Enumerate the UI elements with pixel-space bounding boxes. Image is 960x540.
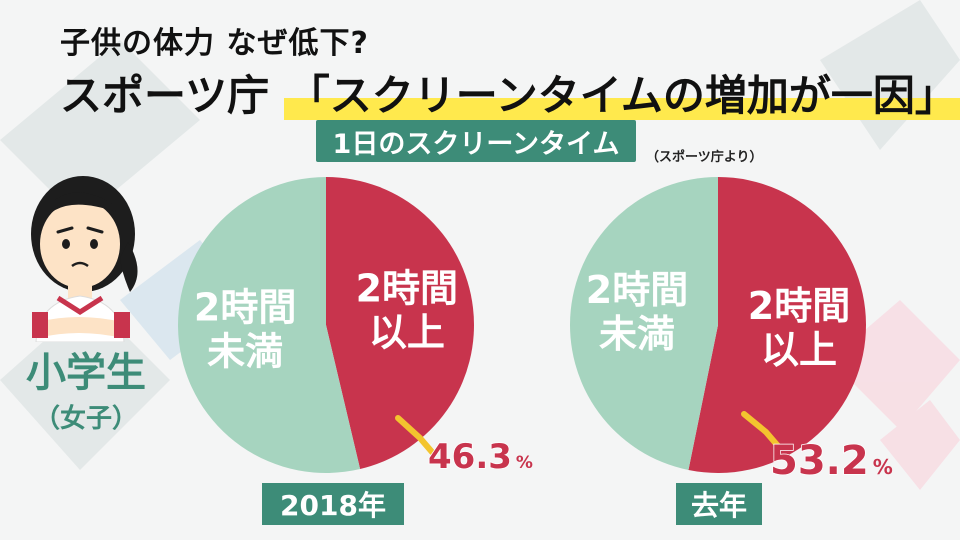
slice-label: 未満 (207, 329, 283, 373)
group-label: 小学生 （女子） (16, 340, 156, 435)
pie-slice (688, 177, 866, 473)
pie-slice (570, 177, 718, 471)
pie-slice (326, 177, 474, 470)
group-label-sub: （女子） (33, 404, 138, 434)
percent-label: 46.3 (428, 437, 512, 477)
headline-prefix: スポーツ庁 (60, 71, 270, 120)
headline: スポーツ庁 「スクリーンタイムの増加が一因」 (60, 62, 960, 123)
year-label-last-year: 去年 (676, 483, 762, 525)
slice-label: 2時間 (748, 284, 850, 328)
slice-label: 2時間 (586, 268, 688, 312)
percent-unit: % (873, 455, 893, 479)
headline-quote: 「スクリーンタイムの増加が一因」 (283, 71, 960, 120)
year-label-2018: 2018年 (262, 483, 404, 525)
source-note: （スポーツ庁より） (646, 150, 763, 165)
percent-label: 53.2 (770, 438, 869, 484)
callout-line (741, 411, 781, 449)
subtitle: 子供の体力 なぜ低下? (60, 26, 369, 61)
girl-illustration-icon (31, 176, 138, 342)
group-label-main: 小学生 (26, 350, 146, 396)
slice-label: 以上 (369, 311, 445, 355)
chart-title: 1日のスクリーンタイム (316, 120, 636, 162)
slice-label: 未満 (599, 312, 675, 356)
slice-label: 2時間 (356, 267, 458, 311)
slice-label: 2時間 (194, 285, 296, 329)
callout-line (395, 415, 435, 455)
percent-unit: % (516, 453, 533, 473)
slice-label: 以上 (761, 328, 837, 372)
pie-slice (178, 177, 361, 473)
